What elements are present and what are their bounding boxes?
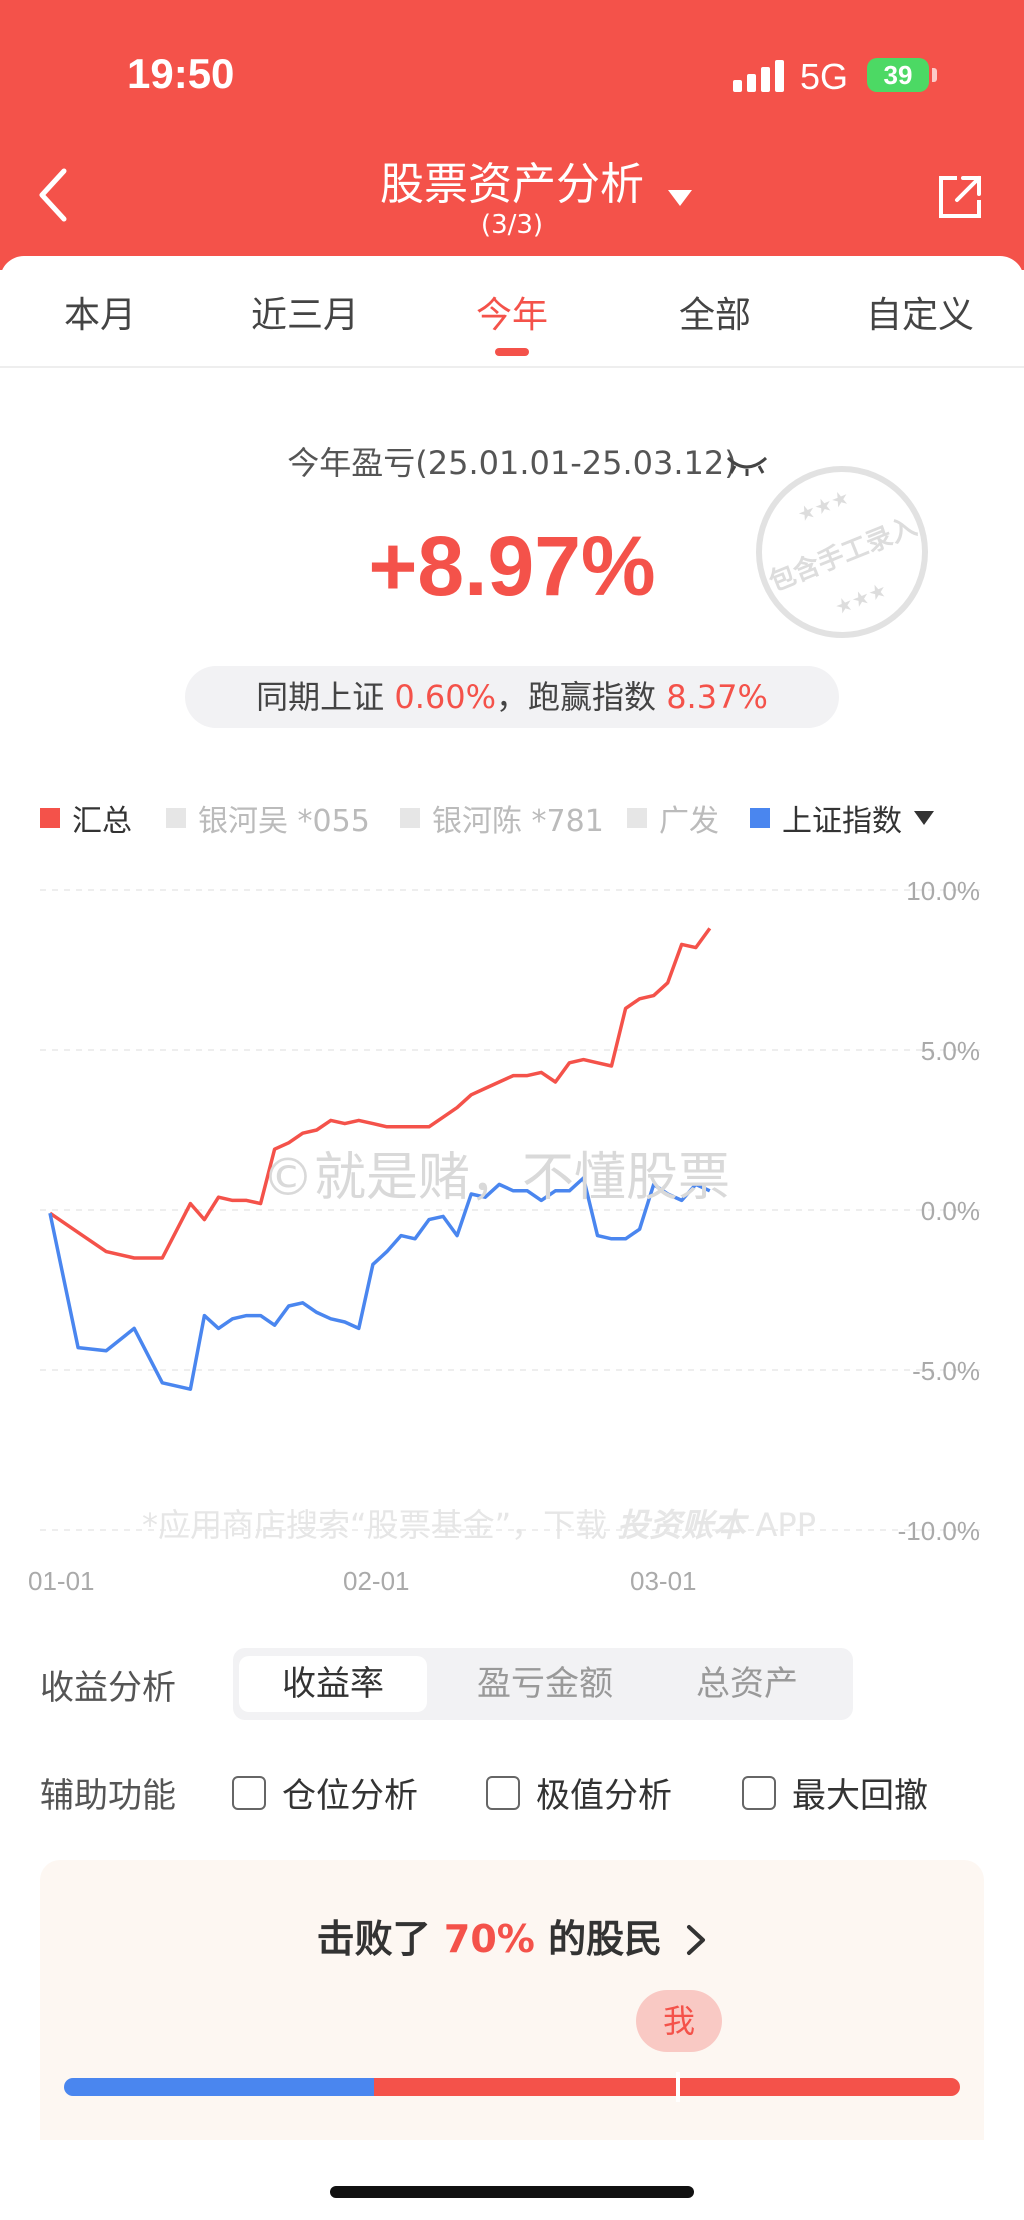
- y-tick-label: -5.0%: [912, 1356, 980, 1386]
- max-drawdown-checkbox[interactable]: [742, 1775, 776, 1810]
- index-compare-pill: 同期上证 0.60%，跑赢指数 8.37%: [185, 666, 839, 728]
- legend-swatch: [400, 808, 420, 828]
- legend-swatch: [750, 808, 770, 828]
- legend-swatch: [627, 808, 647, 828]
- legend-label: 银河陈 *781: [432, 804, 604, 839]
- option-label: 仓位分析: [282, 1776, 418, 1816]
- status-time: 19:50: [127, 50, 235, 97]
- caret-down-icon[interactable]: [668, 190, 692, 206]
- eye-closed-icon[interactable]: [725, 452, 769, 476]
- legend-label: 广发: [659, 804, 719, 839]
- download-note-brand: 投资账本: [617, 1506, 746, 1544]
- caret-down-icon[interactable]: [914, 811, 934, 825]
- beat-title[interactable]: 击败了 70% 的股民: [40, 1908, 984, 1963]
- tab-custom[interactable]: 自定义: [865, 295, 974, 336]
- chevron-right-icon[interactable]: [685, 1924, 707, 1956]
- rank-bar-blue: [64, 2078, 374, 2096]
- position-analysis-option[interactable]: 仓位分析: [232, 1768, 418, 1817]
- signal-icon: [733, 60, 784, 92]
- analysis-segmented-control: 收益率 盈亏金额 总资产: [233, 1648, 853, 1720]
- tab-this-year[interactable]: 今年: [475, 295, 548, 336]
- y-tick-label: 10.0%: [906, 876, 980, 906]
- extreme-analysis-option[interactable]: 极值分析: [486, 1768, 672, 1817]
- legend-item-sse-index[interactable]: 上证指数: [750, 798, 934, 839]
- series-line-total: [49, 927, 712, 1260]
- x-tick-label: 02-01: [343, 1566, 410, 1596]
- index-return: 0.60%: [394, 678, 496, 716]
- legend-swatch: [40, 808, 60, 828]
- header-bar: 19:50 5G 39 股票资产分析 (3/3): [0, 0, 1024, 270]
- excess-return: 8.37%: [666, 678, 768, 716]
- extreme-analysis-checkbox[interactable]: [486, 1775, 520, 1810]
- series-line-sse-index: [48, 1176, 711, 1391]
- download-note-text: *应用商店搜索“股票基金”，下载: [142, 1506, 608, 1544]
- position-analysis-checkbox[interactable]: [232, 1775, 266, 1810]
- beat-percent: 70%: [443, 1917, 535, 1961]
- analysis-label: 收益分析: [40, 1668, 176, 1708]
- legend-item-account-1[interactable]: 银河吴 *055: [166, 798, 370, 839]
- battery-level: 39: [883, 59, 913, 90]
- legend-item-total[interactable]: 汇总: [40, 798, 132, 839]
- battery-cap: [932, 68, 937, 82]
- tab-this-month[interactable]: 本月: [63, 295, 136, 336]
- legend-item-account-2[interactable]: 银河陈 *781: [400, 798, 604, 839]
- page-title[interactable]: 股票资产分析: [380, 159, 644, 210]
- y-tick-label: 5.0%: [921, 1036, 980, 1066]
- legend-label: 银河吴 *055: [198, 804, 370, 839]
- page-subtitle: (3/3): [480, 210, 544, 240]
- me-marker-bubble: 我: [636, 1990, 722, 2052]
- beat-prefix: 击败了: [316, 1917, 431, 1961]
- segment-total-assets[interactable]: 总资产: [696, 1664, 798, 1704]
- period-tabs: 本月 近三月 今年 全部 自定义: [0, 256, 1024, 368]
- rank-bar-red: [374, 2078, 960, 2096]
- legend-label: 汇总: [72, 804, 132, 839]
- back-arrow-icon[interactable]: [30, 165, 80, 225]
- compare-middle: ，跑赢指数: [496, 678, 657, 716]
- download-note: *应用商店搜索“股票基金”，下载 投资账本 APP: [142, 1500, 816, 1546]
- period-pl-title: 今年盈亏(25.01.01-25.03.12): [287, 444, 737, 482]
- x-tick-label: 01-01: [28, 1566, 95, 1596]
- y-tick-label: -10.0%: [898, 1516, 980, 1546]
- return-value: +8.97%: [368, 519, 656, 613]
- tab-all[interactable]: 全部: [678, 295, 751, 336]
- legend-item-account-3[interactable]: 广发: [627, 798, 719, 839]
- legend-swatch: [166, 808, 186, 828]
- beat-suffix: 的股民: [548, 1917, 663, 1961]
- x-tick-label: 03-01: [630, 1566, 697, 1596]
- option-label: 最大回撤: [792, 1776, 928, 1816]
- return-line-chart: 10.0% 5.0% 0.0% -5.0% -10.0% 01-01 02-01 03-01: [28, 876, 980, 1596]
- network-label: 5G: [800, 56, 849, 97]
- tab-indicator: [495, 348, 529, 356]
- home-indicator: [330, 2186, 694, 2198]
- share-icon[interactable]: [935, 172, 985, 222]
- option-label: 极值分析: [536, 1776, 672, 1816]
- tab-three-months[interactable]: 近三月: [250, 295, 359, 336]
- segment-return-rate[interactable]: 收益率: [239, 1656, 427, 1712]
- max-drawdown-option[interactable]: 最大回撤: [742, 1768, 928, 1817]
- y-tick-label: 0.0%: [921, 1196, 980, 1226]
- download-note-suffix: APP: [755, 1506, 817, 1544]
- battery-icon: 39: [867, 58, 929, 92]
- legend-label: 上证指数: [782, 804, 902, 839]
- chart-watermark: ©就是赌，不懂股票: [262, 1148, 731, 1208]
- segment-pl-amount[interactable]: 盈亏金额: [477, 1664, 613, 1704]
- beat-investors-card[interactable]: 击败了 70% 的股民 我: [40, 1860, 984, 2140]
- rank-bar-marker: [676, 2072, 680, 2102]
- compare-prefix: 同期上证: [256, 678, 385, 716]
- aux-label: 辅助功能: [40, 1776, 176, 1816]
